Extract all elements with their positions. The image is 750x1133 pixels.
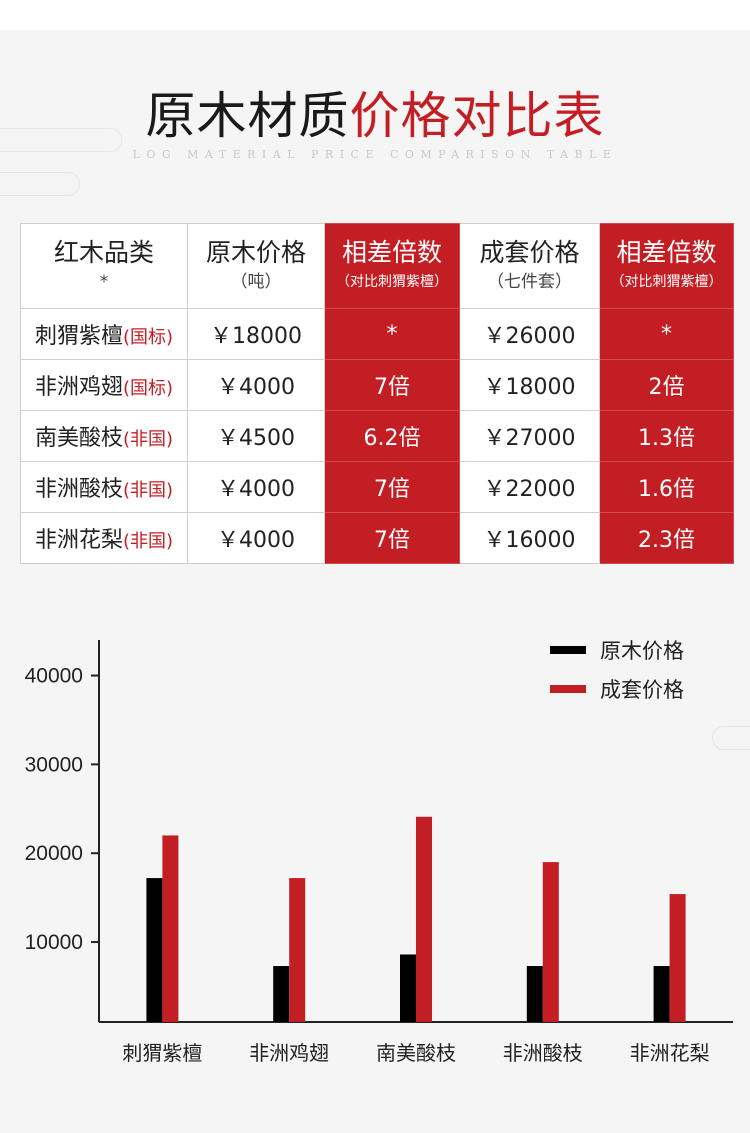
header-set-price: 成套价格 （七件套） (459, 223, 600, 309)
table-row: 刺猬紫檀(国标) ￥18000 * ￥26000 * (20, 308, 734, 360)
table-row: 非洲花梨(非国) ￥4000 7倍 ￥16000 2.3倍 (20, 512, 734, 564)
y-tick-label: 30000 (25, 753, 83, 776)
bar-log-price (146, 878, 163, 1022)
table-row: 非洲鸡翅(国标) ￥4000 7倍 ￥18000 2倍 (20, 359, 734, 411)
title-part-2: 价格对比表 (349, 87, 605, 145)
bar-set-price (542, 862, 559, 1022)
cell-log-price: ￥4000 (187, 512, 325, 564)
legend-label: 成套价格 (600, 678, 684, 702)
cell-wood-name: 南美酸枝(非国) (20, 410, 188, 462)
cell-set-price: ￥27000 (459, 410, 600, 462)
x-tick-label: 刺猬紫檀 (122, 1041, 202, 1065)
x-tick-label: 非洲酸枝 (503, 1041, 583, 1065)
cell-set-ratio: 1.3倍 (599, 410, 734, 462)
cell-set-price: ￥26000 (459, 308, 600, 360)
legend-swatch (550, 685, 586, 693)
cell-set-price: ￥18000 (459, 359, 600, 411)
cell-set-ratio: * (599, 308, 734, 360)
table-header-row: 红木品类 * 原木价格 （吨） 相差倍数 （对比刺猬紫檀） 成套价格 （七件套） 相差倍… (20, 223, 734, 309)
page-subtitle: LOG MATERIAL PRICE COMPARISON TABLE (132, 148, 618, 161)
cell-set-ratio: 1.6倍 (599, 461, 734, 513)
y-tick-label: 10000 (25, 931, 83, 954)
header-set-ratio: 相差倍数 （对比刺猬紫檀） (599, 223, 734, 309)
y-tick-label: 20000 (25, 842, 83, 865)
price-comparison-table: 红木品类 * 原木价格 （吨） 相差倍数 （对比刺猬紫檀） 成套价格 （七件套） 相差倍… (20, 223, 734, 564)
y-tick-label: 40000 (25, 665, 83, 688)
cell-log-price: ￥4000 (187, 461, 325, 513)
x-tick-label: 非洲花梨 (630, 1041, 710, 1065)
bar-set-price (289, 878, 306, 1022)
top-band (0, 0, 750, 30)
legend-swatch (550, 646, 586, 654)
header-log-price: 原木价格 （吨） (187, 223, 325, 309)
bar-set-price (669, 894, 686, 1022)
price-bar-chart: 10000 20000 30000 40000 刺猬紫檀 非洲鸡翅 南美酸枝 非洲酸枝 非洲花梨… (25, 639, 733, 1065)
table-row: 南美酸枝(非国) ￥4500 6.2倍 ￥27000 1.3倍 (20, 410, 734, 462)
title-part-1: 原木材质 (145, 87, 350, 145)
cell-log-ratio: 7倍 (324, 512, 460, 564)
page-title: 原木材质价格对比表 (0, 84, 750, 148)
bar-log-price (273, 966, 290, 1022)
cell-log-ratio: 7倍 (324, 461, 460, 513)
cell-wood-name: 非洲酸枝(非国) (20, 461, 188, 513)
cell-set-ratio: 2.3倍 (599, 512, 734, 564)
cell-log-price: ￥4000 (187, 359, 325, 411)
cell-log-price: ￥18000 (187, 308, 325, 360)
cell-set-ratio: 2倍 (599, 359, 734, 411)
decor-capsule (0, 172, 80, 196)
cell-wood-name: 刺猬紫檀(国标) (20, 308, 188, 360)
x-tick-label: 非洲鸡翅 (249, 1041, 329, 1065)
cell-wood-name: 非洲鸡翅(国标) (20, 359, 188, 411)
bar-log-price (526, 966, 543, 1022)
cell-wood-name: 非洲花梨(非国) (20, 512, 188, 564)
cell-set-price: ￥22000 (459, 461, 600, 513)
decor-capsule (0, 128, 122, 152)
decor-capsule (712, 726, 750, 750)
header-category: 红木品类 * (20, 223, 188, 309)
cell-set-price: ￥16000 (459, 512, 600, 564)
bar-log-price (653, 966, 670, 1022)
legend-label: 原木价格 (600, 639, 684, 663)
bar-set-price (416, 816, 432, 1022)
cell-log-ratio: * (324, 308, 460, 360)
table-row: 非洲酸枝(非国) ￥4000 7倍 ￥22000 1.6倍 (20, 461, 734, 513)
x-tick-label: 南美酸枝 (376, 1041, 456, 1065)
cell-log-price: ￥4500 (187, 410, 325, 462)
bar-log-price (400, 954, 416, 1022)
bar-set-price (162, 835, 179, 1022)
cell-log-ratio: 6.2倍 (324, 410, 460, 462)
header-log-ratio: 相差倍数 （对比刺猬紫檀） (324, 223, 460, 309)
cell-log-ratio: 7倍 (324, 359, 460, 411)
